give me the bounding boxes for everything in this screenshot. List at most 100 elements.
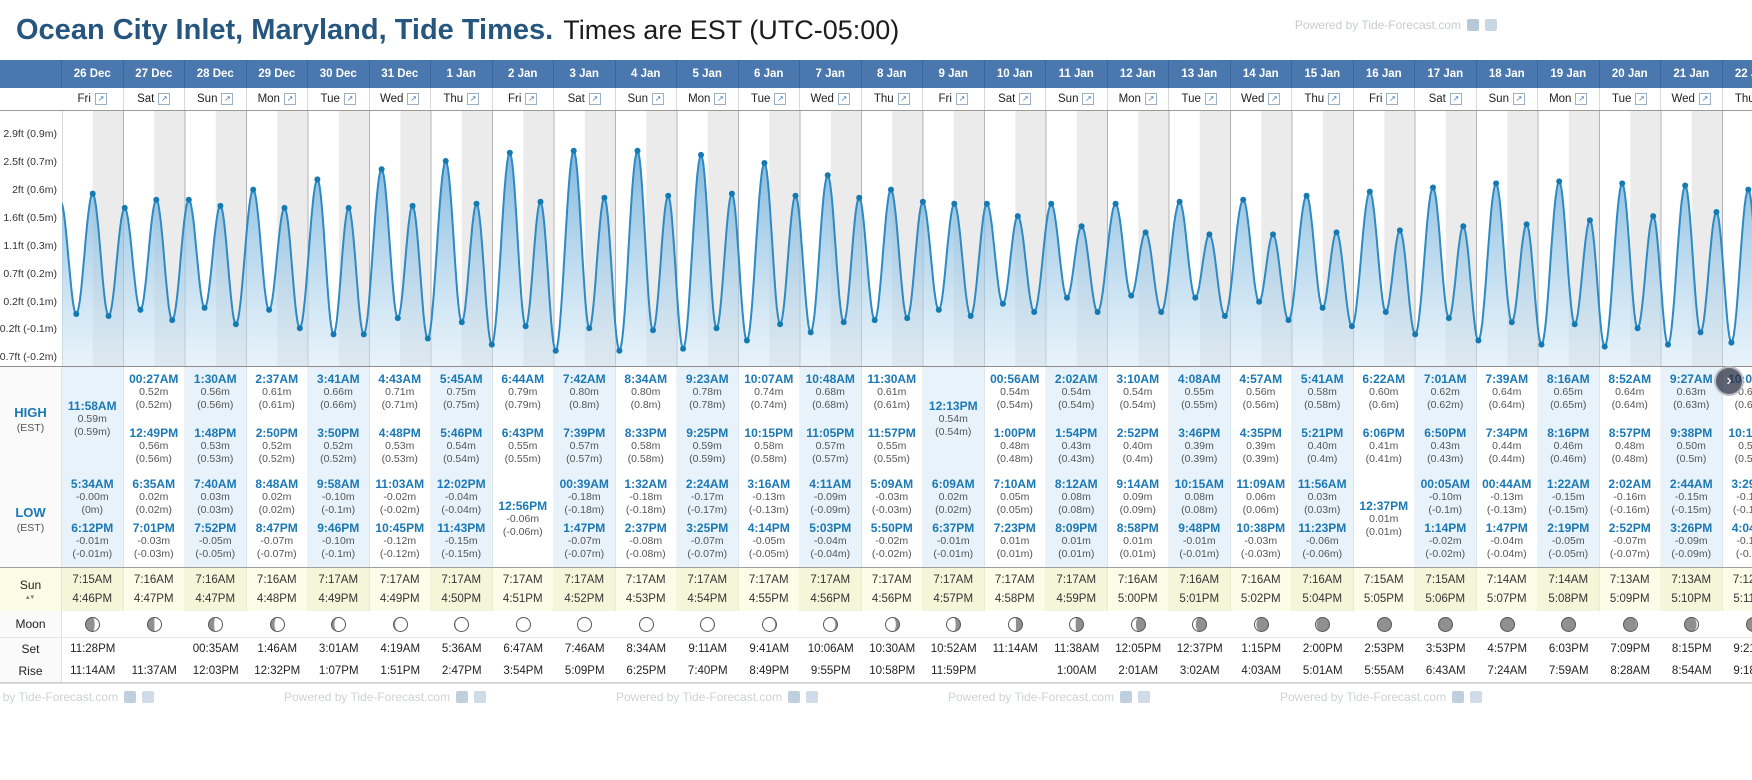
weekday-cell[interactable]: Wed ↗ [1230,88,1292,110]
weekday-cell[interactable]: Wed ↗ [369,88,431,110]
moon-phase-icon [1069,616,1085,632]
app-badge-icon[interactable] [142,691,155,703]
weekday-cell[interactable]: Wed ↗ [800,88,862,110]
weekday-cell[interactable]: Mon ↗ [246,88,308,110]
external-link-icon[interactable]: ↗ [407,93,420,105]
external-link-icon[interactable]: ↗ [837,93,850,105]
weekday-cell[interactable]: Fri ↗ [492,88,554,110]
weekday-cell[interactable]: Tue ↗ [308,88,370,110]
external-link-icon[interactable]: ↗ [1204,93,1217,105]
powered-by-link[interactable]: Powered by Tide-Forecast.com [616,690,819,704]
weekday-cell[interactable]: Fri ↗ [62,88,124,110]
powered-by-link[interactable]: Powered by Tide-Forecast.com [948,690,1151,704]
external-link-icon[interactable]: ↗ [1512,93,1525,105]
app-badge-icon[interactable] [788,691,801,703]
external-link-icon[interactable]: ↗ [221,93,234,105]
external-link-icon[interactable]: ↗ [774,93,787,105]
weekday-cell[interactable]: Fri ↗ [1353,88,1415,110]
weekday-cell[interactable]: Mon ↗ [1538,88,1600,110]
external-link-icon[interactable]: ↗ [1019,93,1032,105]
weekday-cell[interactable]: Fri ↗ [923,88,985,110]
external-link-icon[interactable]: ↗ [467,93,480,105]
external-link-icon[interactable]: ↗ [714,93,727,105]
powered-by-link[interactable]: Powered by Tide-Forecast.com [1280,690,1483,704]
app-badge-icon[interactable] [1138,691,1151,703]
high-tide-event: 10:15PM 0.58m (0.58m) [739,426,800,465]
weekday-cell[interactable]: Wed ↗ [1661,88,1723,110]
app-badge-icon[interactable] [1470,691,1483,703]
external-link-icon[interactable]: ↗ [94,93,107,105]
sunset-time: 4:57PM [933,592,974,605]
moon-row-label: Moon [0,611,62,637]
weekday-label: Mon [257,93,280,105]
app-badge-icon[interactable] [1120,691,1133,703]
weekday-cell[interactable]: Mon ↗ [677,88,739,110]
external-link-icon[interactable]: ↗ [1082,93,1095,105]
tide-height: -0.10m [321,491,355,503]
tide-height: 0.43m [1061,440,1091,452]
powered-by-link[interactable]: Powered by Tide-Forecast.com [1295,18,1497,32]
tide-time: 5:09AM [870,477,914,491]
weekday-cell[interactable]: Sat ↗ [554,88,616,110]
external-link-icon[interactable]: ↗ [1575,93,1588,105]
tide-time: 7:34PM [1485,426,1528,440]
app-badge-icon[interactable] [1452,691,1465,703]
external-link-icon[interactable]: ↗ [955,93,968,105]
sun-times-cell: 7:17AM 4:57PM [923,568,985,611]
sun-times-cell: 7:17AM 4:52PM [554,568,616,611]
moonrise-time-cell: 5:01AM [1302,665,1343,677]
weekday-cell[interactable]: Thu↗ [861,88,923,110]
weekday-cell[interactable]: Thu↗ [431,88,493,110]
low-tide-event: 8:48AM 0.02m (0.02m) [247,477,308,516]
weekday-cell[interactable]: Sun ↗ [615,88,677,110]
low-tide-cell: 1:22AM -0.15m (-0.15m) 2:19PM -0.05m (-0.05m) [1538,472,1600,567]
external-link-icon[interactable]: ↗ [1328,93,1341,105]
app-badge-icon[interactable] [806,691,819,703]
weekday-label: Sun [627,93,648,105]
weekday-cell[interactable]: Thu↗ [1722,88,1752,110]
high-tide-event: 12:13PM 0.54m (0.54m) [923,399,984,438]
external-link-icon[interactable]: ↗ [1386,93,1399,105]
weekday-cell[interactable]: Sun ↗ [1046,88,1108,110]
external-link-icon[interactable]: ↗ [283,93,296,105]
external-link-icon[interactable]: ↗ [158,93,171,105]
external-link-icon[interactable]: ↗ [897,93,910,105]
external-link-icon[interactable]: ↗ [651,93,664,105]
weekday-cell[interactable]: Sat ↗ [123,88,185,110]
app-badge-icon[interactable] [1485,19,1497,31]
weekday-cell[interactable]: Mon ↗ [1107,88,1169,110]
external-link-icon[interactable]: ↗ [1449,93,1462,105]
external-link-icon[interactable]: ↗ [1268,93,1281,105]
weekday-label: Tue [751,93,771,105]
weekday-cell[interactable]: Tue ↗ [1169,88,1231,110]
moonrise-time-cell: 1:51PM [380,665,421,677]
powered-by-link[interactable]: Powered by Tide-Forecast.com [284,690,487,704]
external-link-icon[interactable]: ↗ [588,93,601,105]
weekday-cell[interactable]: Sun ↗ [185,88,247,110]
expand-arrows-icon[interactable]: ▴▾ [25,594,36,601]
app-badge-icon[interactable] [456,691,469,703]
weekday-cell[interactable]: Sun ↗ [1476,88,1538,110]
low-tide-cell: 3:16AM -0.13m (-0.13m) 4:14PM -0.05m (-0.05m) [739,472,800,567]
weekday-cell[interactable]: Tue ↗ [1599,88,1661,110]
low-tide-event: 6:12PM -0.01m (-0.01m) [62,521,123,560]
external-link-icon[interactable]: ↗ [343,93,356,105]
weekday-cell[interactable]: Sat ↗ [1415,88,1477,110]
external-link-icon[interactable]: ↗ [1635,93,1648,105]
app-badge-icon[interactable] [124,691,137,703]
external-link-icon[interactable]: ↗ [525,93,538,105]
weekday-cell[interactable]: Thu↗ [1292,88,1354,110]
date-header-cell: 18 Jan [1477,60,1538,88]
moonrise-time-cell: 8:54AM [1671,665,1712,677]
app-badge-icon[interactable] [1467,19,1479,31]
app-badge-icon[interactable] [474,691,487,703]
weekday-cell[interactable]: Sat ↗ [984,88,1046,110]
tide-height-alt: (0.52m) [320,452,357,465]
external-link-icon[interactable]: ↗ [1144,93,1157,105]
tide-time: 3:29AM [1731,477,1752,491]
high-tide-cell: 8:52AM 0.64m (0.64m) 8:57PM 0.48m (0.48m) [1600,367,1661,472]
weekday-cell[interactable]: Tue ↗ [738,88,800,110]
powered-by-link[interactable]: Powered by Tide-Forecast.com [0,690,155,704]
external-link-icon[interactable]: ↗ [1698,93,1711,105]
scroll-right-button[interactable]: › [1714,366,1744,396]
